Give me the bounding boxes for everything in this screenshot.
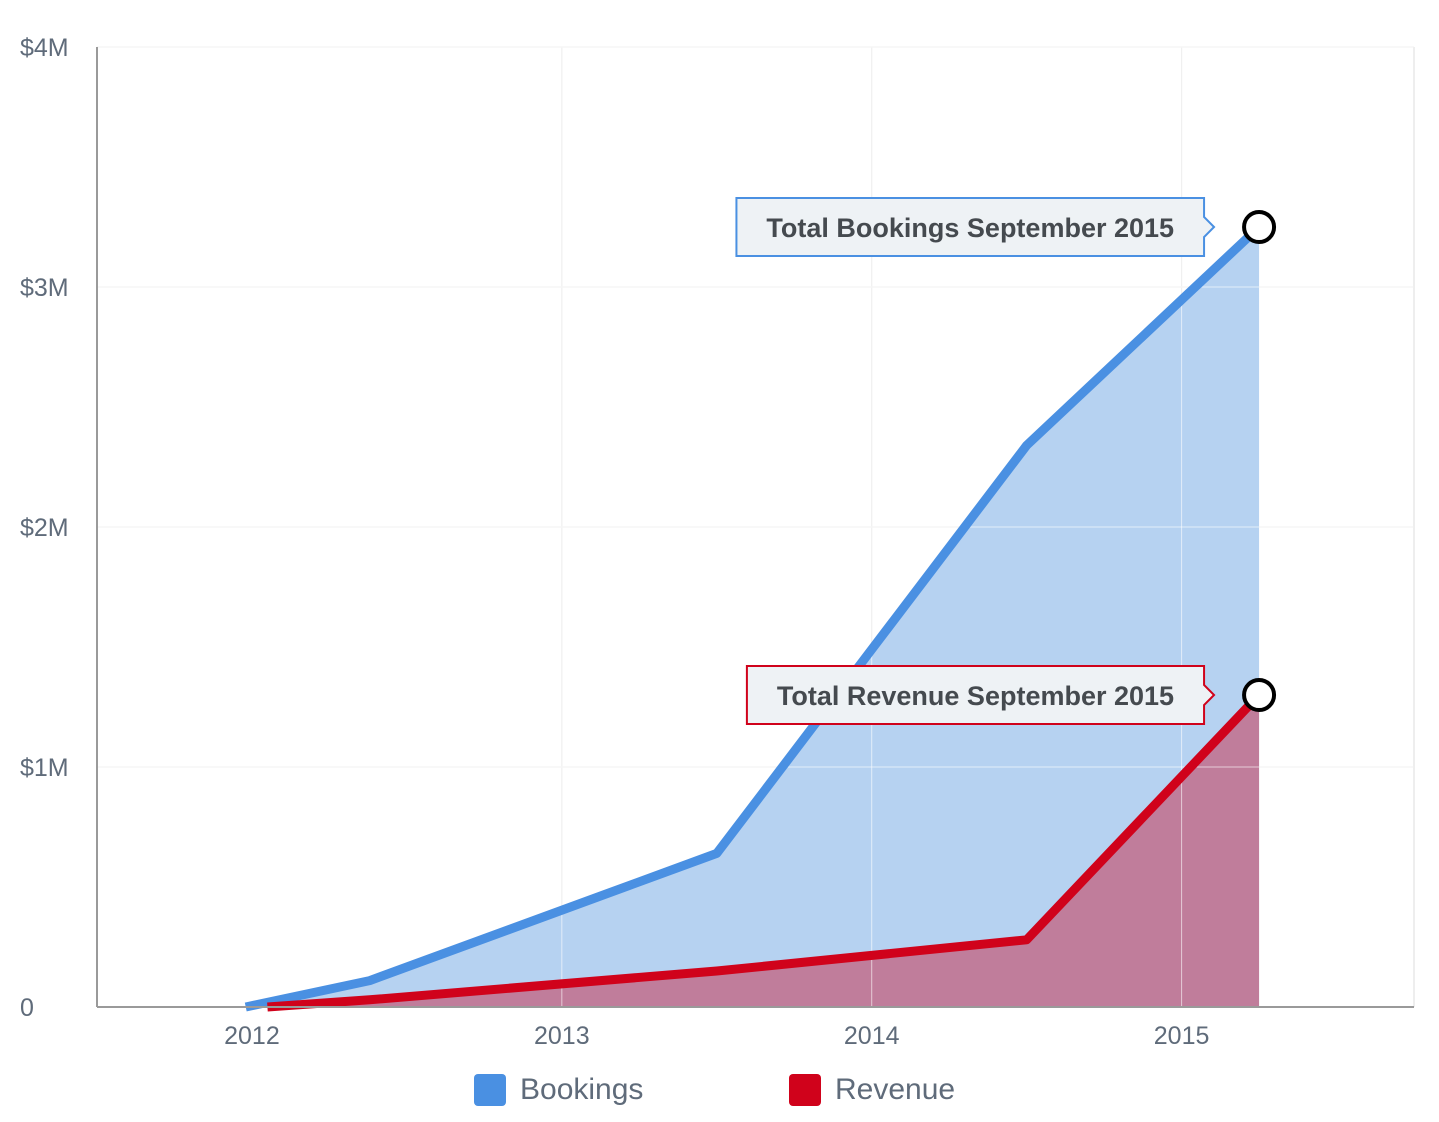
legend-swatch-bookings: [474, 1074, 506, 1106]
bookings-callout-text: Total Bookings September 2015: [766, 213, 1174, 243]
y-tick-label: $1M: [20, 754, 69, 782]
revenue-area: [267, 695, 1260, 1007]
bookings-callout-box: [735, 197, 1216, 257]
legend-swatch-revenue: [789, 1074, 821, 1106]
x-tick-label: 2013: [534, 1022, 590, 1050]
bookings-line: [244, 223, 1263, 1012]
bookings-callout[interactable]: Total Bookings September 2015: [735, 197, 1277, 257]
y-tick-label: $3M: [20, 274, 69, 302]
tick-labels: 0 $1M $2M $3M $4M 2012 2013 2014 2015: [20, 34, 1209, 1050]
x-tick-label: 2015: [1154, 1022, 1210, 1050]
y-tick-label: 0: [20, 994, 34, 1022]
line-layer: [244, 223, 1263, 1012]
area-layer: [97, 46, 1414, 1007]
legend-item-bookings[interactable]: Bookings: [474, 1068, 643, 1112]
legend: Bookings Revenue: [0, 1068, 1439, 1112]
x-tick-label: 2012: [224, 1022, 280, 1050]
x-tick-label: 2014: [844, 1022, 900, 1050]
legend-label-revenue: Revenue: [835, 1073, 956, 1106]
bookings-end-marker: [1242, 210, 1277, 244]
revenue-callout-text: Total Revenue September 2015: [777, 681, 1174, 711]
revenue-callout-box: [745, 665, 1216, 725]
axis-layer: [96, 47, 1414, 1008]
bookings-area: [245, 227, 1260, 1007]
callout-layer: Total Bookings September 2015 Total Reven…: [735, 197, 1277, 725]
y-tick-label: $4M: [20, 34, 69, 62]
legend-item-revenue[interactable]: Revenue: [789, 1068, 955, 1112]
revenue-end-marker: [1242, 678, 1277, 712]
revenue-line: [267, 691, 1263, 1012]
revenue-callout[interactable]: Total Revenue September 2015: [745, 665, 1277, 725]
y-tick-label: $2M: [20, 514, 69, 542]
legend-label-bookings: Bookings: [520, 1073, 644, 1106]
